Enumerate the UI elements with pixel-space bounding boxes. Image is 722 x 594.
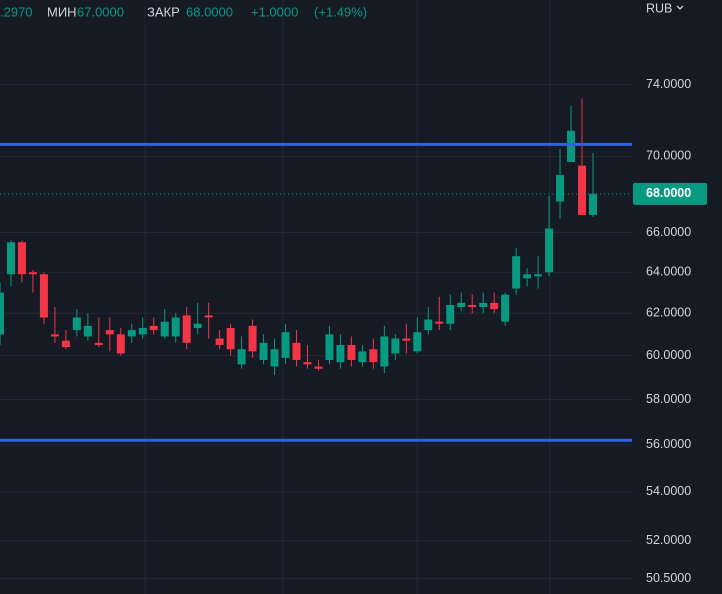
candle-body [127, 330, 136, 337]
y-tick-label: 50.5000 [646, 571, 691, 585]
candle-body [490, 302, 499, 310]
y-tick-label: 52.0000 [646, 533, 691, 547]
y-tick-label: 64.0000 [646, 265, 691, 279]
candle-body [567, 130, 576, 162]
y-tick-label: 62.0000 [646, 306, 691, 320]
candle-body [413, 332, 422, 352]
candle-body [17, 242, 26, 275]
candle-body [534, 274, 543, 277]
candle-body [270, 349, 279, 367]
candle-body [347, 344, 356, 361]
close-label: ЗАКР [147, 4, 180, 19]
candle-body [281, 332, 290, 358]
candle-body [50, 334, 59, 337]
candle-body [237, 349, 246, 365]
y-tick-label: 58.0000 [646, 392, 691, 406]
candle-body [435, 321, 444, 324]
candle-body [72, 317, 81, 331]
y-tick-label: 54.0000 [646, 484, 691, 498]
y-tick-label: 66.0000 [646, 225, 691, 239]
candle-body [391, 338, 400, 354]
candle-body [83, 325, 92, 337]
change-percent: (+1.49%) [314, 4, 367, 19]
y-tick-label: 74.0000 [646, 77, 691, 91]
candle-body [402, 338, 411, 341]
y-tick-label: 60.0000 [646, 348, 691, 362]
candle-body [479, 302, 488, 308]
low-label: МИН [47, 4, 77, 19]
candle-body [226, 327, 235, 350]
candle-body [336, 344, 345, 363]
candle-body [292, 342, 301, 361]
candle-body [248, 325, 257, 352]
candle-body [545, 228, 554, 273]
candle-body [61, 340, 70, 348]
close-value: 68.0000 [186, 4, 233, 19]
legend-header: .2970 МИН 67.0000 ЗАКР 68.0000 +1.0000 (… [0, 4, 367, 19]
candle-body [380, 336, 389, 367]
candle-body [28, 272, 37, 275]
candle-body [0, 292, 4, 335]
candle-body [138, 327, 147, 335]
candle-body [160, 321, 169, 337]
candle-body [6, 242, 15, 275]
candle-body [193, 323, 202, 328]
candle-body [512, 256, 521, 289]
candle-body [303, 362, 312, 365]
low-value: 67.0000 [77, 4, 124, 19]
candle-body [523, 274, 532, 279]
high-value: .2970 [0, 4, 33, 19]
candle-body [215, 338, 224, 345]
candle-body [182, 315, 191, 343]
candle-body [171, 317, 180, 337]
vertical-grid [144, 0, 551, 594]
candle-body [446, 304, 455, 324]
candle-body [501, 294, 510, 322]
candle-body [39, 274, 48, 318]
candle-body [94, 342, 103, 345]
last-price-box [633, 182, 707, 205]
candle-body [259, 342, 268, 361]
candle-body [325, 334, 334, 361]
candle-body [204, 315, 213, 318]
last-price-label: 68.0000 [646, 186, 691, 200]
candle-body [369, 349, 378, 363]
candle-body [314, 366, 323, 369]
candle-body [149, 325, 158, 331]
candle-body [457, 302, 466, 308]
y-tick-label: 70.0000 [646, 149, 691, 163]
currency-selector[interactable]: RUB [646, 1, 672, 15]
change-value: +1.0000 [251, 4, 298, 19]
candle-body [358, 351, 367, 363]
candle-body [578, 165, 587, 215]
candle-body [556, 174, 565, 202]
candle-body [105, 330, 114, 335]
candle-body [116, 334, 125, 354]
currency-chevron[interactable] [676, 5, 684, 10]
candle-body [589, 193, 597, 215]
candle-body [468, 304, 477, 308]
candle-body [424, 319, 433, 331]
y-tick-label: 56.0000 [646, 437, 691, 451]
plot [0, 84, 632, 580]
